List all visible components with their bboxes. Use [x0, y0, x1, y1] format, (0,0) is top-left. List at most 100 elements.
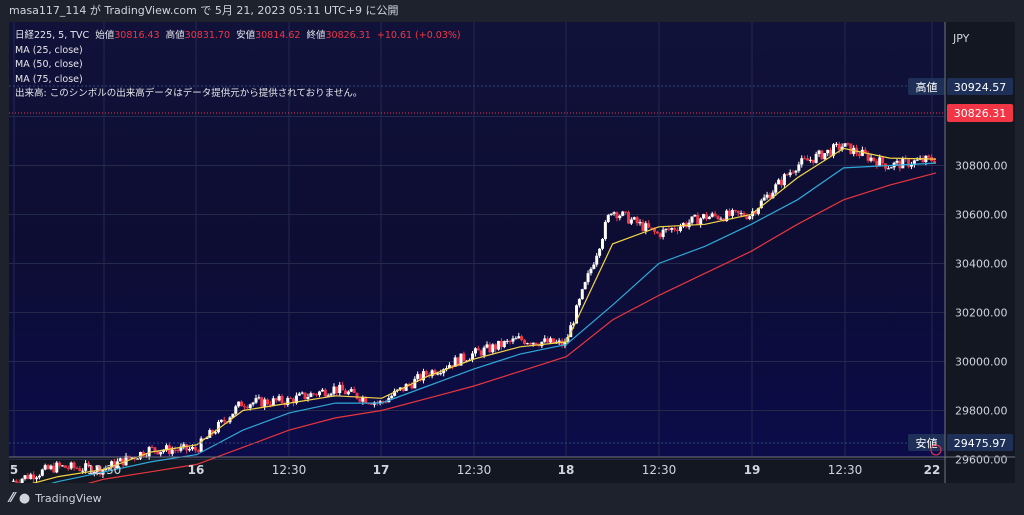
candle-body — [742, 212, 746, 217]
candle-body — [378, 401, 382, 403]
candle-body — [537, 344, 541, 347]
candle-body — [514, 338, 518, 340]
candle-body — [491, 344, 495, 353]
candle-body — [23, 475, 27, 479]
candle-body — [445, 368, 449, 370]
candle-body — [834, 143, 838, 145]
candle-body — [251, 402, 255, 405]
candle-body — [11, 480, 15, 482]
tradingview-logo[interactable]: ⁄⁄ ● TradingView — [10, 483, 102, 515]
legend-high-label: 高値 — [165, 30, 185, 41]
candle-body — [704, 214, 708, 220]
high-marker-value: 30924.57 — [954, 81, 1007, 94]
candle-body — [320, 389, 324, 392]
candle-body — [644, 223, 648, 231]
candle-body — [771, 192, 775, 199]
candle-body — [543, 338, 547, 342]
candle-body — [55, 462, 59, 473]
candle-body — [901, 158, 905, 169]
last-price-value: 30826.31 — [954, 107, 1007, 120]
candle-body — [193, 446, 197, 451]
candle-body — [748, 216, 752, 220]
candle-body — [37, 475, 41, 478]
legend-symbol: 日経225, 5, TVC — [15, 30, 90, 41]
ma-line-2 — [50, 162, 937, 483]
candle-body — [58, 462, 62, 466]
legend-ma50[interactable]: MA (50, close) — [15, 59, 83, 70]
candle-body — [505, 340, 509, 342]
candle-body — [921, 158, 925, 163]
candle-body — [471, 353, 475, 360]
candle-body — [754, 211, 758, 214]
candle-body — [442, 369, 446, 374]
candle-body — [72, 462, 76, 468]
candle-body — [690, 216, 694, 223]
candle-body — [297, 393, 301, 396]
ma-line-1 — [31, 147, 937, 483]
candle-body — [598, 248, 602, 256]
tradingview-brand: TradingView — [35, 492, 102, 505]
candle-body — [92, 471, 96, 474]
candle-body — [176, 450, 180, 452]
legend-ma25[interactable]: MA (25, close) — [15, 44, 83, 56]
candle-body — [450, 365, 454, 367]
candle-body — [641, 222, 645, 231]
candle-body — [130, 457, 134, 459]
low-marker-value: 29475.97 — [954, 437, 1007, 450]
candle-body — [866, 153, 870, 161]
candle-body — [632, 217, 636, 220]
candle-body — [390, 395, 394, 399]
candle-body — [216, 421, 220, 433]
candle-body — [661, 229, 665, 237]
legend-ma75[interactable]: MA (75, close) — [15, 73, 83, 85]
currency-label: JPY — [952, 32, 970, 45]
candle-body — [780, 179, 784, 186]
candle-body — [499, 340, 503, 348]
legend-high-value: 30831.70 — [184, 30, 231, 41]
candle-body — [534, 342, 538, 345]
candle-body — [433, 370, 437, 375]
candle-body — [326, 395, 330, 397]
candle-body — [355, 392, 359, 399]
candle-body — [523, 340, 527, 344]
candle-body — [652, 228, 656, 232]
candle-body — [156, 451, 160, 455]
candle-body — [14, 480, 18, 483]
candle-body — [863, 149, 867, 154]
candle-body — [485, 344, 489, 348]
candle-body — [260, 397, 264, 407]
candle-body — [315, 394, 319, 396]
time-axis[interactable] — [9, 457, 1015, 483]
candle-body — [35, 477, 39, 480]
candle-body — [655, 231, 659, 234]
candle-body — [502, 341, 506, 348]
candle-body — [459, 353, 463, 366]
candle-body — [650, 227, 654, 229]
candle-body — [196, 450, 200, 452]
candle-body — [237, 401, 241, 407]
chart-legend: 日経225, 5, TVC 始値30816.43 高値30831.70 安値30… — [15, 29, 461, 102]
ma-line-3 — [87, 172, 937, 483]
candle-body — [557, 340, 561, 342]
candle-body — [182, 444, 186, 447]
candle-body — [517, 336, 521, 339]
candle-body — [346, 391, 350, 395]
candle-body — [482, 347, 486, 356]
candle-body — [185, 444, 189, 451]
candle-body — [525, 343, 529, 345]
candle-body — [188, 449, 192, 451]
candle-body — [733, 210, 737, 212]
candle-body — [89, 465, 93, 474]
candle-body — [886, 168, 890, 170]
candle-body — [511, 338, 515, 342]
legend-low-label: 安値 — [236, 30, 256, 41]
candle-body — [785, 174, 789, 176]
candle-body — [338, 384, 342, 394]
candle-body — [508, 340, 512, 342]
candle-body — [817, 150, 821, 154]
candle-body — [439, 373, 443, 375]
candle-body — [40, 469, 44, 476]
candle-body — [292, 398, 296, 404]
legend-ohlc-row: 日経225, 5, TVC 始値30816.43 高値30831.70 安値30… — [15, 29, 461, 44]
candle-body — [872, 157, 876, 161]
